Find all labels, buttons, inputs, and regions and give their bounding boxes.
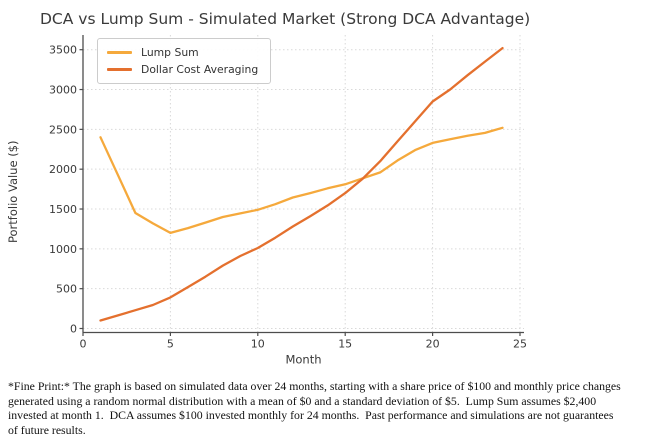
chart-canvas: 0 5 10 15 20 25 0 500 1000 1500 2000 2500 3000 3500 Mo… <box>6 35 527 367</box>
dca-line-swatch <box>107 68 132 71</box>
y-tick-label: 3000 <box>49 84 77 97</box>
fine-print-line: generated using a random normal distribu… <box>8 393 597 408</box>
y-tick-label: 3500 <box>49 44 77 57</box>
x-axis-label: Month <box>285 353 321 367</box>
legend-label-lump-sum: Lump Sum <box>141 46 199 59</box>
y-axis-label: Portfolio Value ($) <box>6 141 20 244</box>
y-tick-label: 0 <box>70 323 77 336</box>
series-line-dollar-cost-averaging <box>99 46 504 322</box>
x-tick-label: 10 <box>251 338 265 351</box>
y-tick-label: 2500 <box>49 123 77 136</box>
y-tick-label: 500 <box>56 283 77 296</box>
legend: Lump Sum Dollar Cost Averaging <box>97 38 272 84</box>
chart-title: DCA vs Lump Sum - Simulated Market (Stro… <box>40 10 531 28</box>
fine-print-line: invested at month 1. DCA assumes $100 in… <box>8 408 614 423</box>
y-tick-label: 1500 <box>49 203 77 216</box>
lump-sum-line-swatch <box>107 51 132 54</box>
legend-item-lump-sum: Lump Sum <box>107 44 258 61</box>
x-tick-label: 15 <box>338 338 352 351</box>
x-tick-label: 5 <box>167 338 174 351</box>
x-tick-label: 25 <box>513 338 527 351</box>
y-tick-label: 1000 <box>49 243 77 256</box>
series-line-lump-sum <box>99 126 504 235</box>
x-tick-label: 0 <box>80 338 87 351</box>
fine-print-line: *Fine Print:* The graph is based on simu… <box>8 379 621 393</box>
legend-label-dca: Dollar Cost Averaging <box>141 63 259 76</box>
y-tick-label: 2000 <box>49 163 77 176</box>
fine-print-line: of future results. <box>8 422 86 437</box>
x-tick-label: 20 <box>426 338 440 351</box>
legend-item-dca: Dollar Cost Averaging <box>107 61 258 78</box>
fine-print: *Fine Print:* The graph is based on simu… <box>8 379 648 437</box>
